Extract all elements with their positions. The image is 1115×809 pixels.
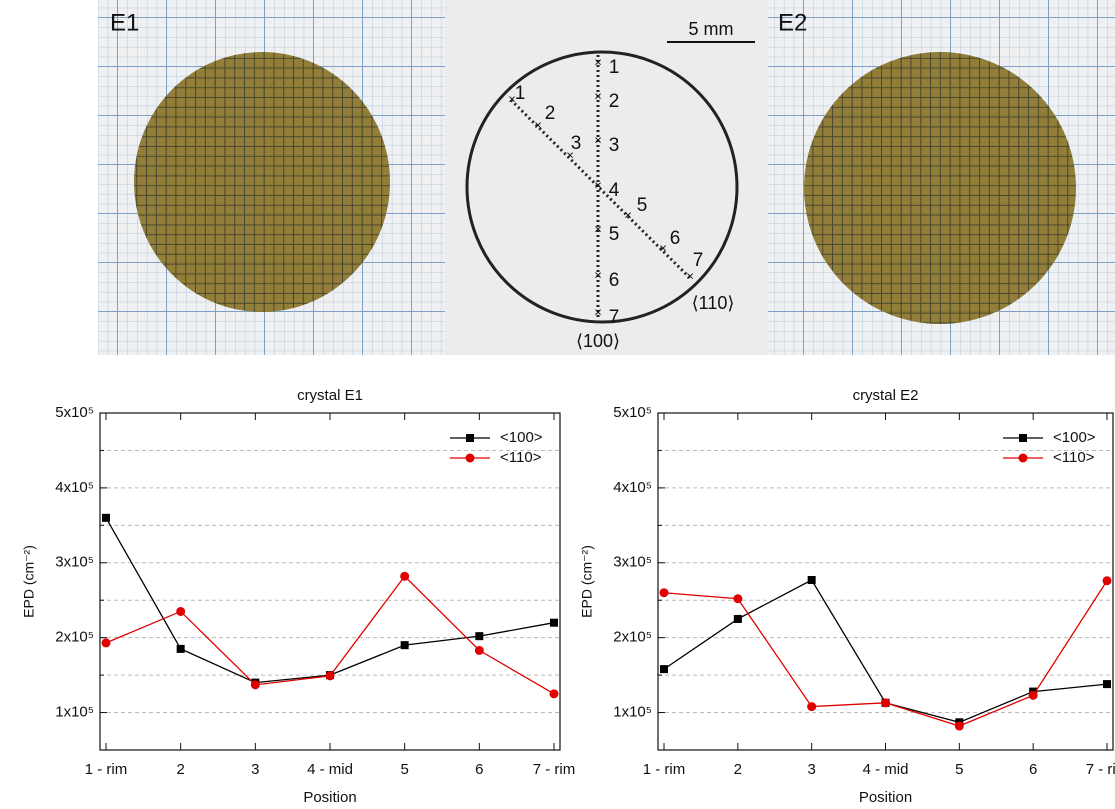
position-label: 5 [637, 195, 648, 216]
point [733, 594, 743, 604]
y-tick-label: 1x10⁵ [55, 704, 94, 721]
point [807, 702, 817, 712]
x-mark: × [686, 268, 694, 283]
y-tick-label: 3x10⁵ [613, 554, 652, 571]
position-label: 5 [609, 224, 620, 245]
x-mark: × [594, 132, 602, 147]
point [881, 698, 890, 708]
x-tick-label: 6 [1029, 761, 1037, 778]
point [659, 588, 669, 598]
x-tick-label: 2 [176, 761, 184, 778]
y-tick-label: 5x10⁵ [55, 404, 94, 421]
x-mark: × [534, 117, 542, 132]
legend-label: <110> [1053, 449, 1095, 466]
point [400, 641, 409, 650]
x-mark: × [594, 304, 602, 319]
x-tick-label: 4 - mid [307, 761, 353, 778]
direction-label: ⟨110⟩ [692, 293, 735, 313]
y-tick-label: 3x10⁵ [55, 554, 94, 571]
direction-label: ⟨100⟩ [576, 331, 620, 351]
point [1028, 690, 1038, 700]
position-label: 1 [515, 83, 526, 104]
photo-label: E2 [778, 9, 807, 36]
x-mark: × [594, 88, 602, 103]
x-tick-label: 6 [475, 761, 483, 778]
y-tick-label: 5x10⁵ [613, 404, 652, 421]
legend-marker [466, 434, 474, 442]
x-axis-label: Position [859, 789, 912, 806]
legend-label: <100> [1053, 429, 1096, 446]
legend-label: <100> [500, 429, 543, 446]
legend-marker [1018, 453, 1028, 463]
x-mark: × [594, 221, 602, 236]
point [733, 614, 742, 623]
y-tick-label: 2x10⁵ [55, 629, 94, 646]
x-tick-label: 7 - rim [533, 761, 576, 778]
legend-label: <110> [500, 449, 542, 466]
scale-label: 5 mm [689, 19, 734, 39]
x-tick-label: 5 [400, 761, 408, 778]
x-mark: × [659, 240, 667, 255]
point [102, 513, 110, 522]
position-label: 1 [609, 57, 620, 78]
orientation-diagram: 5 mm × 1× 2× 3× 4× 5× 6× 7×1×2×3× 5× 6×7 ⟨100⟩ ⟨1… [445, 0, 768, 355]
position-label: 6 [609, 270, 620, 291]
point [1103, 680, 1111, 689]
chart-title: crystal E2 [853, 387, 919, 404]
y-tick-label: 1x10⁵ [613, 704, 652, 721]
x-mark: × [624, 207, 632, 222]
legend-marker [465, 453, 475, 463]
y-tick-label: 2x10⁵ [613, 629, 652, 646]
x-mark: × [508, 91, 516, 106]
point [400, 571, 410, 581]
point [549, 689, 559, 699]
point [954, 721, 964, 731]
position-label: 3 [571, 133, 582, 154]
position-label: 2 [545, 103, 556, 124]
position-label: 7 [609, 307, 620, 328]
plot-frame [99, 412, 561, 751]
x-tick-label: 1 - rim [85, 761, 128, 778]
point [475, 632, 484, 641]
x-tick-label: 7 - rim [1086, 761, 1115, 778]
point [1102, 576, 1112, 586]
point [325, 671, 335, 681]
legend-marker [1019, 434, 1027, 442]
point [101, 638, 111, 648]
point [250, 680, 260, 690]
y-axis-label: EPD (cm⁻²) [579, 545, 595, 618]
position-label: 4 [609, 180, 620, 201]
photo-e1: E1 [98, 0, 445, 355]
position-label: 3 [609, 135, 620, 156]
x-tick-label: 3 [807, 761, 815, 778]
point [807, 576, 816, 585]
x-tick-label: 2 [734, 761, 742, 778]
x-mark: × [566, 147, 574, 162]
y-tick-label: 4x10⁵ [55, 479, 94, 496]
point [660, 665, 668, 674]
y-tick-label: 4x10⁵ [613, 479, 652, 496]
x-tick-label: 1 - rim [643, 761, 686, 778]
photo-e2: E2 [768, 0, 1115, 355]
x-mark: × [594, 54, 602, 69]
x-tick-label: 4 - mid [863, 761, 909, 778]
photo-label: E1 [110, 9, 139, 36]
point [176, 644, 185, 653]
point [474, 645, 484, 655]
position-label: 7 [693, 250, 704, 271]
x-tick-label: 5 [955, 761, 963, 778]
point [176, 606, 186, 616]
x-mark: × [594, 267, 602, 282]
position-label: 2 [609, 91, 620, 112]
y-axis-label: EPD (cm⁻²) [21, 545, 37, 618]
x-mark: × [594, 177, 602, 192]
chart-title: crystal E1 [297, 387, 363, 404]
position-label: 6 [670, 228, 681, 249]
x-axis-label: Position [303, 789, 356, 806]
x-tick-label: 3 [251, 761, 259, 778]
point [550, 618, 558, 627]
